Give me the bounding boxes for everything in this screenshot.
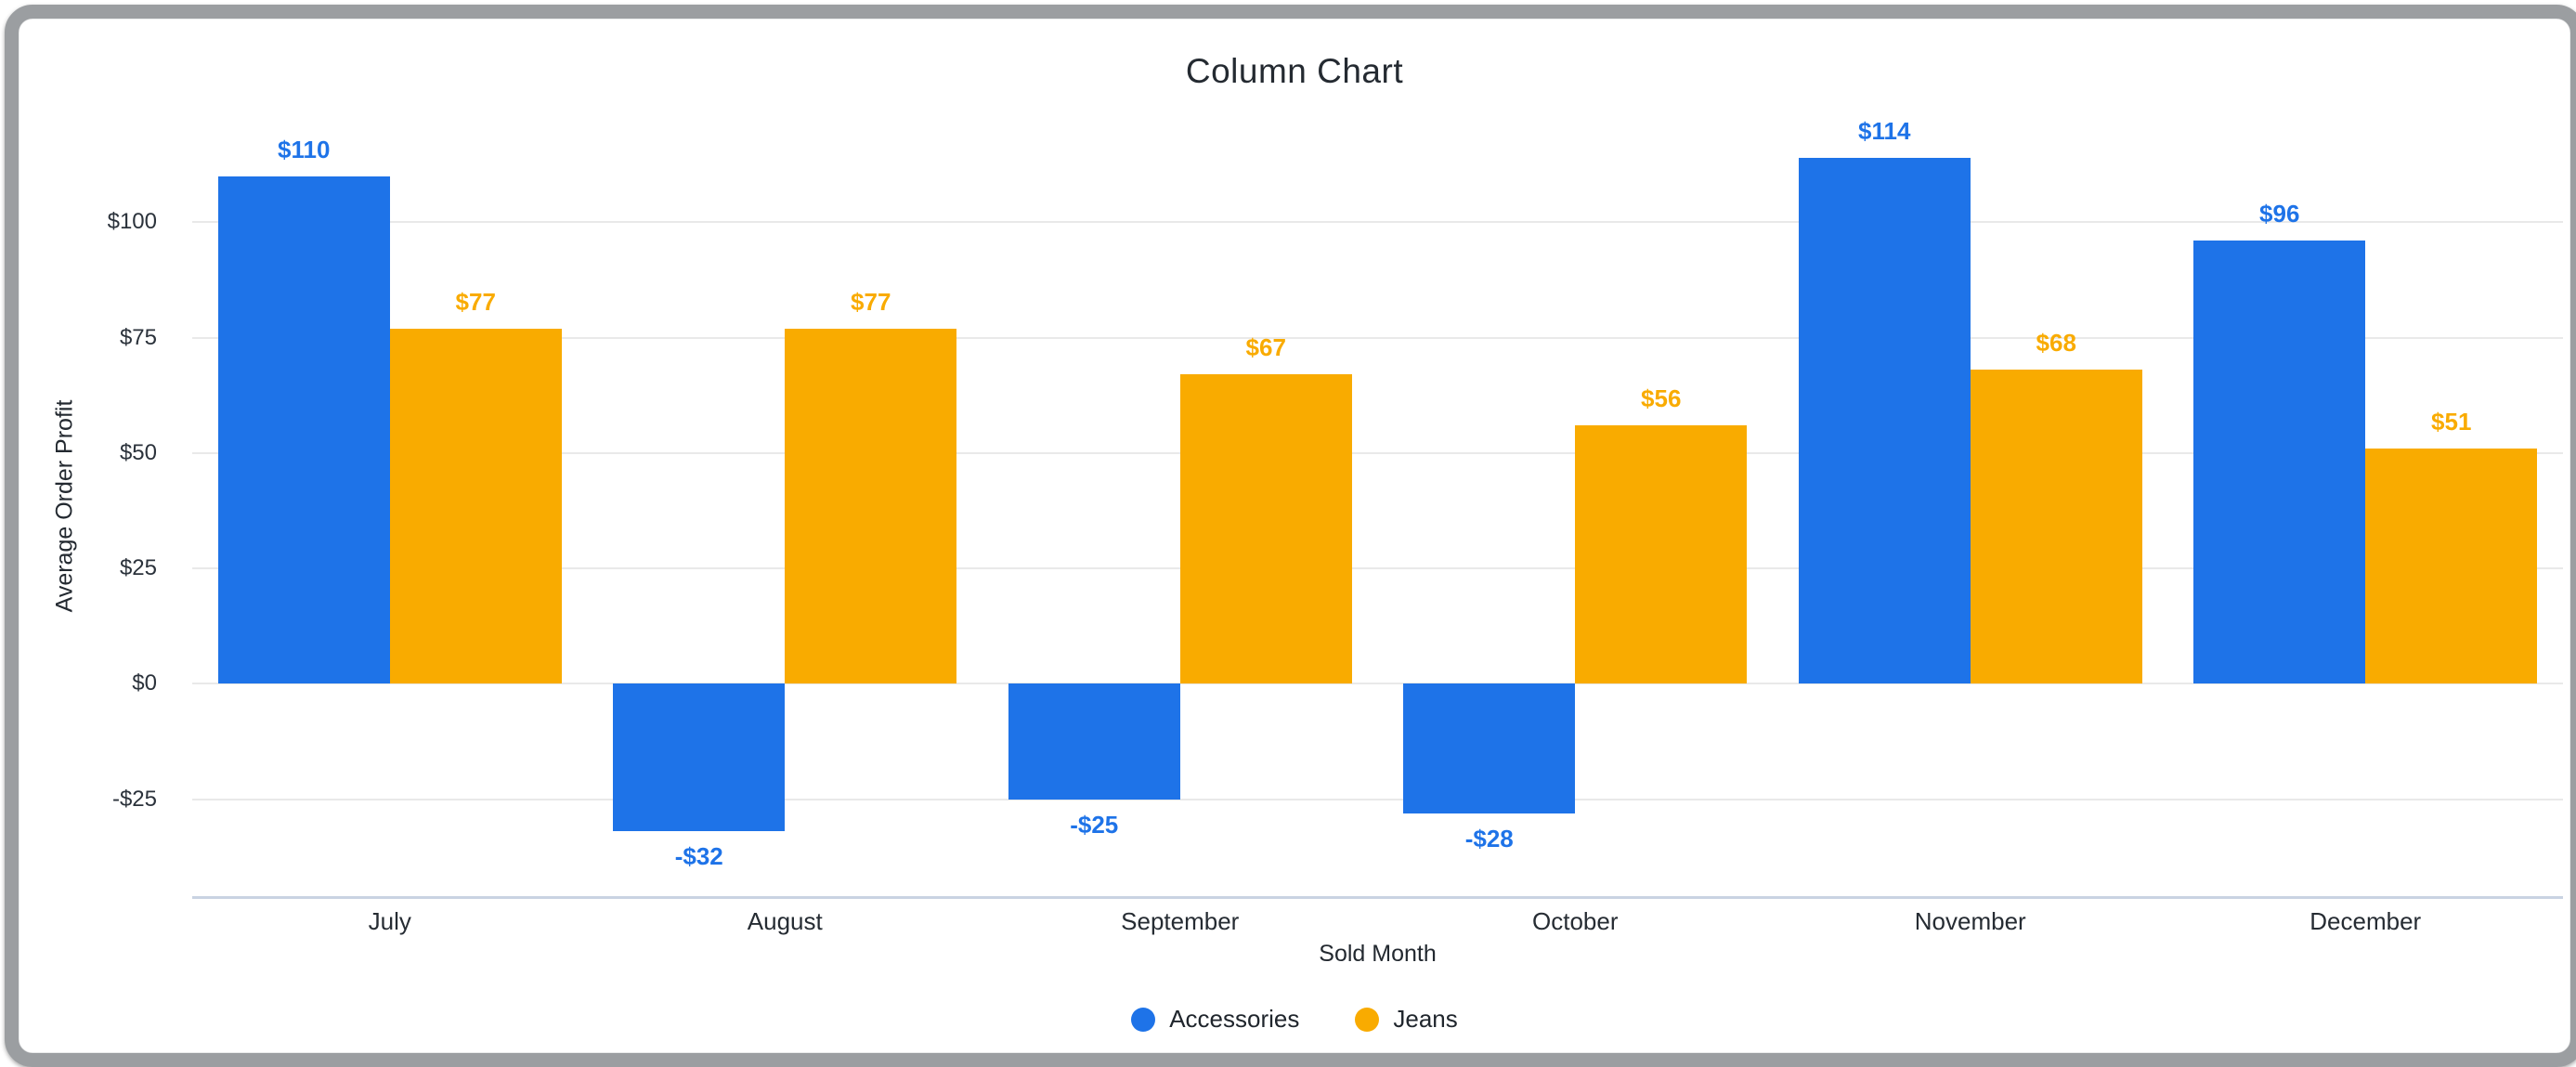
gridline--$25 — [192, 798, 2563, 800]
x-tick-label-august: August — [747, 907, 823, 935]
bar-accessories-july[interactable] — [217, 176, 390, 684]
y-tick-label: $100 — [107, 209, 157, 235]
y-axis-title: Average Order Profit — [51, 399, 78, 613]
bar-accessories-november[interactable] — [1798, 157, 1971, 684]
y-tick-label: $50 — [119, 439, 157, 465]
bar-jeans-august[interactable] — [785, 328, 957, 684]
legend-dot-accessories — [1131, 1007, 1156, 1032]
gridline-$75 — [192, 336, 2563, 339]
value-label-accessories-july: $110 — [278, 135, 331, 163]
x-tick-label-september: September — [1121, 907, 1240, 935]
y-tick-label: $0 — [132, 670, 157, 696]
y-tick-label: $25 — [119, 555, 157, 581]
legend-item-accessories[interactable]: Accessories — [1131, 1005, 1299, 1034]
gridline-$50 — [192, 451, 2563, 454]
value-label-jeans-august: $77 — [851, 287, 891, 316]
value-label-jeans-july: $77 — [455, 287, 496, 316]
x-tick-label-july: July — [368, 907, 411, 935]
legend-dot-jeans — [1355, 1007, 1380, 1032]
chart-title: Column Chart — [1185, 52, 1404, 90]
x-tick-label-november: November — [1914, 907, 2026, 935]
x-tick-label-october: October — [1532, 907, 1619, 935]
gridline-$100 — [192, 221, 2563, 224]
value-label-accessories-december: $96 — [2259, 200, 2300, 228]
value-label-accessories-september: -$25 — [1070, 810, 1119, 839]
bar-jeans-september[interactable] — [1179, 374, 1352, 684]
gridline-$25 — [192, 567, 2563, 570]
plot-area: Sold Month $100 $75 $50 $25 $0 -$25 July $110 $7… — [108, 116, 2563, 967]
bar-jeans-july[interactable] — [389, 328, 562, 684]
chart-window-frame: Column Chart Sold Month $100 $75 $50 $25 $0 -… — [5, 5, 2576, 1067]
value-label-accessories-october: -$28 — [1464, 824, 1514, 852]
legend-item-jeans[interactable]: Jeans — [1355, 1005, 1458, 1034]
y-tick-label: $75 — [119, 324, 157, 350]
x-axis-title: Sold Month — [1319, 941, 1437, 967]
bar-accessories-september[interactable] — [1008, 683, 1180, 800]
value-label-jeans-september: $67 — [1245, 333, 1286, 362]
bar-accessories-october[interactable] — [1403, 683, 1576, 813]
bar-accessories-december[interactable] — [2193, 241, 2366, 684]
bar-jeans-october[interactable] — [1575, 425, 1748, 684]
bar-accessories-august[interactable] — [613, 683, 786, 832]
gridline-$0 — [192, 683, 2563, 685]
x-axis-line — [192, 896, 2563, 899]
value-label-jeans-december: $51 — [2431, 407, 2472, 436]
bar-jeans-december[interactable] — [2365, 448, 2538, 684]
legend-label-jeans: Jeans — [1393, 1005, 1458, 1033]
value-label-accessories-august: -$32 — [674, 842, 723, 871]
x-tick-label-december: December — [2309, 907, 2422, 935]
y-tick-label: -$25 — [111, 786, 157, 812]
bar-jeans-november[interactable] — [1970, 370, 2142, 684]
value-label-accessories-november: $114 — [1858, 116, 1911, 145]
legend: Accessories Jeans — [19, 1005, 2570, 1034]
value-label-jeans-october: $56 — [1641, 384, 1682, 413]
legend-label-accessories: Accessories — [1169, 1005, 1300, 1033]
value-label-jeans-november: $68 — [2036, 329, 2076, 358]
